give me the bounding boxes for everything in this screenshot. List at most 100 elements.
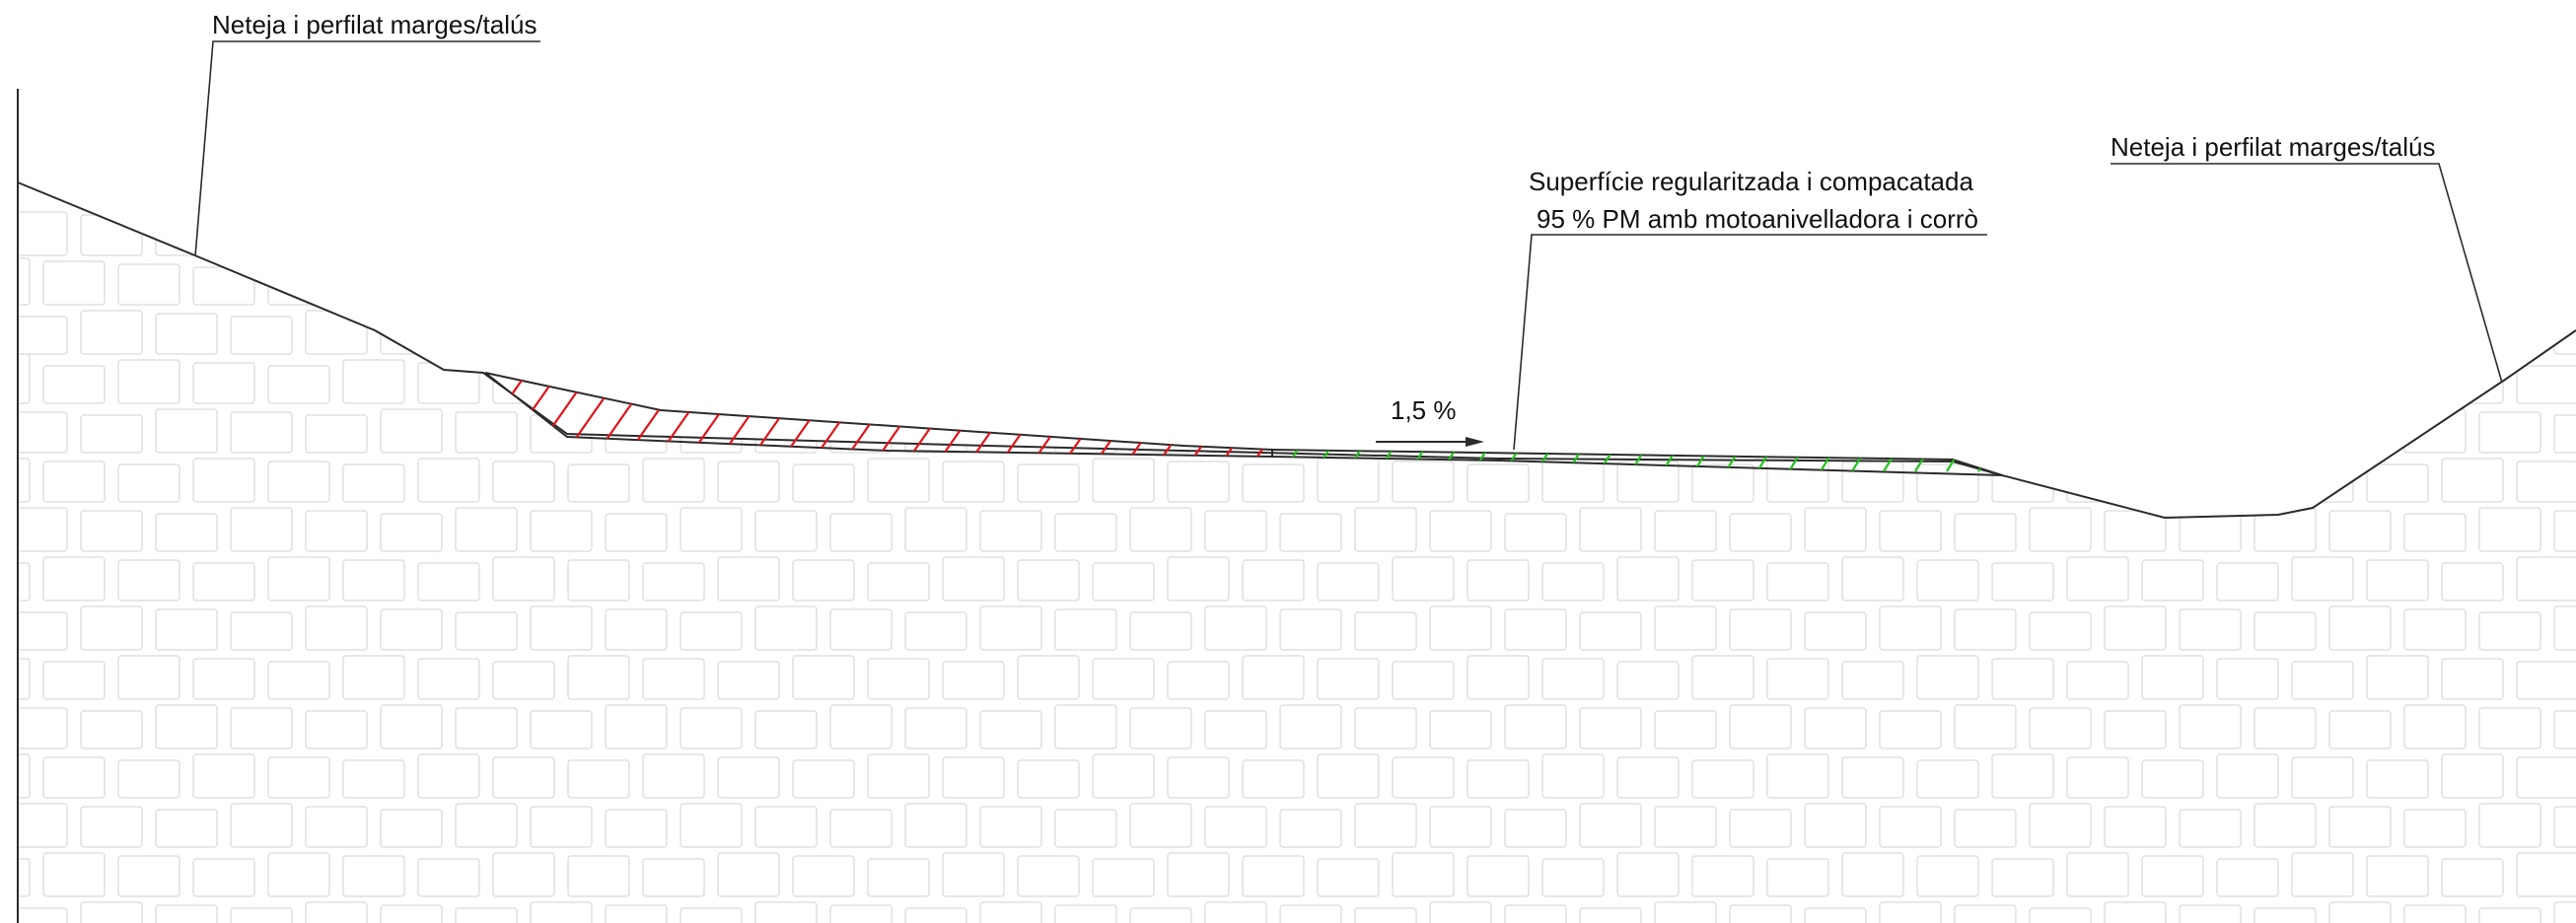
fill-hatch-line [1662, 450, 1680, 472]
soil-block [1429, 310, 1492, 355]
soil-block [1916, 263, 1979, 306]
soil-block [2553, 710, 2576, 749]
soil-block [717, 260, 780, 306]
soil-block [642, 858, 705, 897]
fill-hatch-line [1788, 450, 1806, 472]
soil-block [1279, 313, 1342, 355]
soil-block [1092, 266, 1155, 306]
soil-block [1504, 904, 1567, 923]
soil-block [417, 362, 480, 404]
soil-block [1879, 510, 1942, 552]
soil-block [1504, 704, 1567, 749]
soil-block [2553, 806, 2576, 848]
soil-block [1991, 858, 2054, 897]
soil-block [2516, 461, 2576, 503]
soil-block [1317, 458, 1380, 503]
soil-block [1429, 214, 1492, 256]
soil-block [1579, 316, 1642, 355]
soil-block [1916, 855, 1979, 897]
soil-block [2141, 263, 2204, 306]
soil-block [1579, 611, 1642, 651]
soil-block [530, 806, 593, 848]
soil-block [1954, 408, 2017, 454]
soil-block [1092, 458, 1155, 503]
soil-block [455, 316, 518, 355]
soil-block [2403, 313, 2467, 355]
soil-block [1504, 313, 1567, 355]
soil-block [829, 408, 893, 454]
soil-block [2104, 710, 2167, 749]
soil-block [1092, 362, 1155, 404]
soil-block [2403, 408, 2467, 454]
soil-block [867, 362, 930, 404]
soil-block [18, 611, 68, 651]
soil-block [904, 707, 967, 749]
soil-block [2066, 260, 2129, 306]
soil-block [18, 507, 68, 552]
soil-block [1054, 704, 1117, 749]
soil-block [267, 661, 330, 700]
soil-block [2254, 411, 2317, 454]
soil-block [342, 263, 405, 306]
soil-block [1129, 211, 1192, 256]
soil-block [2104, 605, 2167, 651]
fill-zone-outline [1271, 448, 2003, 476]
soil-block [492, 661, 555, 700]
soil-block [2066, 461, 2129, 503]
soil-block [1766, 362, 1829, 404]
soil-block [18, 707, 68, 749]
soil-block [1429, 605, 1492, 651]
soil-block [2179, 608, 2242, 651]
soil-block [1392, 852, 1455, 897]
soil-block [455, 211, 518, 256]
soil-block [2328, 901, 2392, 923]
soil-block [2403, 608, 2467, 651]
soil-block [1954, 608, 2017, 651]
soil-block [342, 359, 405, 404]
soil-block [1691, 463, 1754, 503]
soil-block [42, 661, 106, 700]
soil-block [1954, 809, 2017, 848]
cut-hatch-line [1125, 373, 1196, 457]
soil-block [2366, 655, 2429, 700]
soil-block [1242, 463, 1305, 503]
soil-block [305, 414, 368, 454]
soil-block [2179, 904, 2242, 923]
soil-block [1804, 411, 1867, 454]
soil-block [18, 411, 68, 454]
soil-block [1129, 803, 1192, 848]
soil-block [2478, 611, 2541, 651]
soil-block [1804, 907, 1867, 923]
soil-block [230, 507, 293, 552]
soil-block [2029, 707, 2092, 749]
soil-block [2254, 316, 2317, 355]
soil-block [642, 658, 705, 700]
soil-block [1616, 852, 1680, 897]
soil-block [904, 316, 967, 355]
soil-block [2291, 461, 2354, 503]
soil-block [2216, 562, 2279, 602]
soil-block [2553, 414, 2576, 454]
soil-block [1991, 753, 2054, 799]
soil-block [2478, 507, 2541, 552]
soil-block [1729, 313, 1792, 355]
soil-block [605, 408, 668, 454]
soil-block [455, 507, 518, 552]
soil-block [380, 408, 443, 454]
soil-block [117, 263, 180, 306]
soil-block [717, 461, 780, 503]
soil-block [680, 707, 743, 749]
soil-block [567, 855, 630, 897]
soil-block [2366, 263, 2429, 306]
soil-block [492, 756, 555, 799]
soil-block [80, 310, 143, 355]
soil-block [1279, 608, 1342, 651]
soil-block [1317, 858, 1380, 897]
soil-block [2141, 855, 2204, 897]
soil-block [2216, 458, 2279, 503]
soil-block [192, 658, 255, 700]
soil-block [1954, 513, 2017, 552]
soil-block [2104, 214, 2167, 256]
soil-block [18, 458, 31, 503]
cut-hatch-line [936, 373, 1007, 457]
